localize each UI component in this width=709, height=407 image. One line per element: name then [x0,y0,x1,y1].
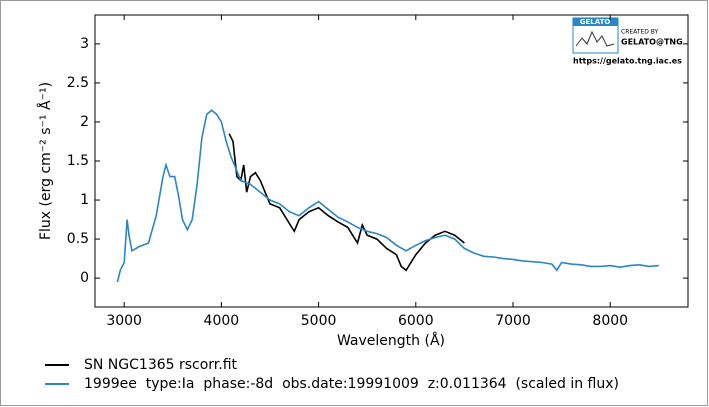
spectrum-line [116,109,659,283]
logo-banner [573,18,618,26]
y-tick-label: 0.5 [67,231,89,247]
y-tick-label: 1.5 [67,153,89,169]
x-tick-label: 4000 [204,313,240,329]
logo-title: GELATO [580,18,611,26]
logo-curve [575,30,615,47]
y-tick-label: 2.5 [67,75,89,91]
legend-label: 1999ee type:Ia phase:-8d obs.date:199910… [84,376,619,392]
y-tick-label: 3 [80,36,89,52]
y-tick-label: 0 [80,270,89,286]
y-axis-label: Flux (erg cm⁻² s⁻¹ Å⁻¹) [37,82,54,240]
logo-created: CREATED BY [621,29,659,36]
spectrum-line [228,133,465,272]
x-tick-label: 7000 [495,313,531,329]
x-axis-label: Wavelength (Å) [337,332,445,349]
logo: GELATO CREATED BY GELATO@TNG https://gel… [572,17,683,66]
y-tick-label: 1 [80,192,89,208]
x-tick-label: 5000 [301,313,337,329]
logo-url: https://gelato.tng.iac.es [573,57,682,66]
x-tick-label: 8000 [592,313,628,329]
y-tick-label: 2 [80,114,89,130]
logo-name: GELATO@TNG [621,38,683,47]
x-tick-label: 6000 [398,313,434,329]
legend-label: SN NGC1365 rscorr.fit [84,357,238,373]
x-tick-label: 3000 [106,313,142,329]
